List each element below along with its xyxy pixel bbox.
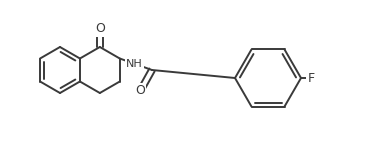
Text: O: O xyxy=(135,84,145,97)
Text: F: F xyxy=(307,71,314,84)
Text: NH: NH xyxy=(126,59,142,69)
Text: O: O xyxy=(95,22,105,35)
